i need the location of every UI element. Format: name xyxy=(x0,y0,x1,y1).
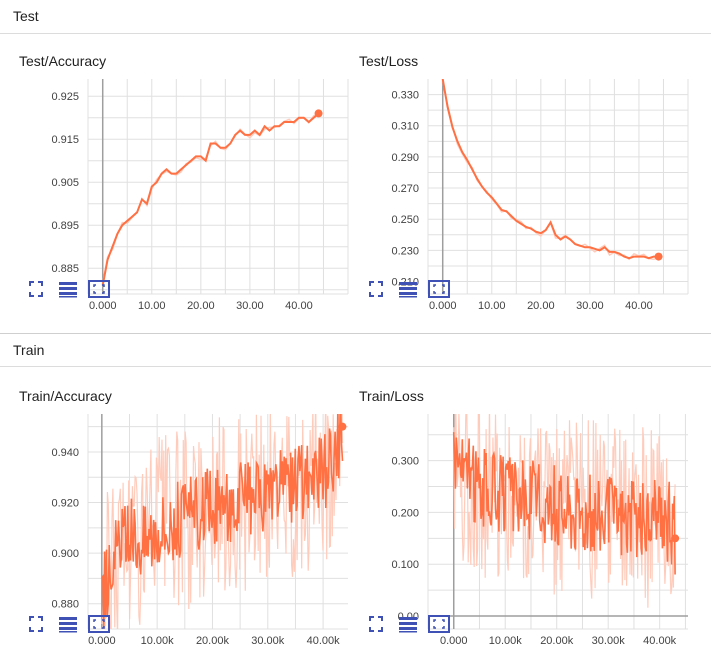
y-tick-label: 0.880 xyxy=(51,599,79,611)
y-tick-label: 0.330 xyxy=(391,90,419,102)
fit-domain-icon[interactable] xyxy=(428,280,450,298)
chart-plot: 0.000 10.00 20.00 30.00 40.00 0.330 0.310 0.290… xyxy=(391,79,689,312)
x-tick-label: 20.00k xyxy=(540,635,574,647)
fullscreen-icon[interactable] xyxy=(368,280,384,298)
fit-domain-icon[interactable] xyxy=(88,280,110,298)
y-tick-label: 0.100 xyxy=(391,559,419,571)
y-tick-label: 0.200 xyxy=(391,507,419,519)
section-title: Train xyxy=(13,342,45,358)
chart-plot: 0.000 10.00k 20.00k 30.00k 40.00k 0.300 0.200 0… xyxy=(391,414,688,647)
chart-title: Test/Loss xyxy=(359,53,419,69)
series-group xyxy=(101,112,320,286)
fullscreen-icon[interactable] xyxy=(28,280,44,298)
x-tick-label: 40.00k xyxy=(307,635,341,647)
last-value-marker xyxy=(671,534,680,543)
y-tick-label: 0.230 xyxy=(391,245,419,257)
series-group xyxy=(441,79,659,261)
x-tick-label: 0.000 xyxy=(88,635,116,647)
y-tick-label: 0.270 xyxy=(391,183,419,195)
x-tick-label: 20.00 xyxy=(527,300,555,312)
smoothed-series-line xyxy=(452,432,676,575)
x-tick-label: 40.00 xyxy=(285,300,313,312)
x-tick-label: 10.00 xyxy=(138,300,166,312)
x-tick-label: 0.000 xyxy=(429,300,457,312)
fullscreen-icon[interactable] xyxy=(368,615,384,633)
y-tick-label: 0.900 xyxy=(51,548,79,560)
y-tick-label: 0.920 xyxy=(51,498,79,510)
smoothed-series-line xyxy=(441,79,659,260)
y-tick-label: 0.905 xyxy=(51,177,79,189)
x-tick-label: 30.00 xyxy=(236,300,264,312)
chart-card-test-loss: Test/Loss 0.000 10.00 20.00 30.00 40.00 0.330… xyxy=(340,34,689,324)
x-tick-label: 10.00k xyxy=(141,635,175,647)
chart-plot: 0.000 10.00 20.00 30.00 40.00 0.925 0.915 0.905… xyxy=(51,79,349,312)
x-tick-label: 10.00 xyxy=(478,300,506,312)
y-tick-label: 0.290 xyxy=(391,152,419,164)
y-tick-label: 0.940 xyxy=(51,447,79,459)
chart-toolbar xyxy=(368,280,458,298)
last-value-marker xyxy=(314,109,323,118)
chart-title: Test/Accuracy xyxy=(19,53,107,69)
fit-domain-icon[interactable] xyxy=(428,615,450,633)
chart-toolbar xyxy=(368,615,458,633)
grid xyxy=(428,79,689,294)
last-value-marker xyxy=(338,422,347,431)
last-value-marker xyxy=(654,252,663,261)
x-tick-label: 30.00k xyxy=(592,635,626,647)
fit-domain-icon[interactable] xyxy=(88,615,110,633)
raw-series-line xyxy=(101,414,344,629)
series-group xyxy=(452,414,676,608)
y-tick-label: 0.895 xyxy=(51,220,79,232)
x-tick-label: 10.00k xyxy=(489,635,523,647)
chart-card-train-accuracy: Train/Accuracy 0.000 10.00k 20.00k 30.00k 40… xyxy=(0,369,348,659)
data-table-icon[interactable] xyxy=(58,280,78,298)
fullscreen-icon[interactable] xyxy=(28,615,44,633)
chart-card-test-accuracy: Test/Accuracy 0.000 10.00 20.00 30.00 40.00 0… xyxy=(0,34,349,324)
y-tick-label: 0.925 xyxy=(51,91,79,103)
x-tick-label: 20.00 xyxy=(187,300,215,312)
x-tick-label: 0.000 xyxy=(440,635,468,647)
y-tick-label: 0.250 xyxy=(391,214,419,226)
chart-toolbar xyxy=(28,615,118,633)
x-tick-label: 30.00k xyxy=(251,635,285,647)
chart-plot: 0.000 10.00k 20.00k 30.00k 40.00k 0.940 0.920 0… xyxy=(51,414,348,647)
raw-series-line xyxy=(441,81,659,261)
data-table-icon[interactable] xyxy=(58,615,78,633)
y-tick-label: 0.300 xyxy=(391,456,419,468)
chart-title: Train/Accuracy xyxy=(19,388,112,404)
chart-title: Train/Loss xyxy=(359,388,424,404)
section-header-train[interactable]: Train xyxy=(0,333,711,367)
chart-toolbar xyxy=(28,280,118,298)
section-title: Test xyxy=(13,8,39,24)
y-tick-label: 0.885 xyxy=(51,263,79,275)
x-tick-label: 40.00 xyxy=(625,300,653,312)
series-group xyxy=(101,414,344,629)
y-tick-label: 0.915 xyxy=(51,134,79,146)
x-tick-label: 0.000 xyxy=(89,300,117,312)
x-tick-label: 40.00k xyxy=(643,635,677,647)
smoothed-series-line xyxy=(101,414,344,628)
x-tick-label: 30.00 xyxy=(576,300,604,312)
smoothed-series-line xyxy=(101,112,320,286)
grid xyxy=(88,79,349,294)
y-tick-label: 0.310 xyxy=(391,121,419,133)
chart-card-train-loss: Train/Loss 0.000 10.00k 20.00k 30.00k 40.00k… xyxy=(340,369,688,659)
data-table-icon[interactable] xyxy=(398,280,418,298)
data-table-icon[interactable] xyxy=(398,615,418,633)
x-tick-label: 20.00k xyxy=(196,635,230,647)
section-header-test[interactable]: Test xyxy=(0,0,711,34)
